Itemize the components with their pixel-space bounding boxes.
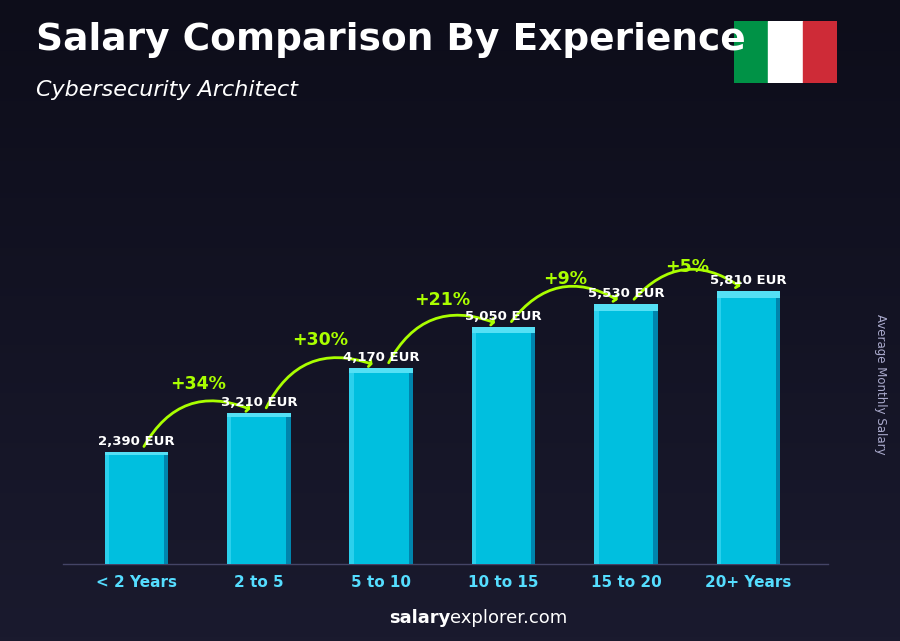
Bar	[472, 327, 536, 564]
Text: Average Monthly Salary: Average Monthly Salary	[874, 314, 886, 455]
Text: 4,170 EUR: 4,170 EUR	[343, 351, 419, 364]
Text: Salary Comparison By Experience: Salary Comparison By Experience	[36, 22, 746, 58]
Bar	[227, 413, 291, 564]
Text: +5%: +5%	[665, 258, 709, 276]
Bar	[594, 304, 598, 564]
Bar	[227, 413, 231, 564]
Text: 2,390 EUR: 2,390 EUR	[98, 435, 175, 448]
Bar	[716, 291, 780, 298]
Bar	[531, 327, 536, 564]
Bar	[104, 452, 168, 454]
Bar	[349, 368, 354, 564]
Bar	[104, 452, 168, 564]
Bar	[734, 21, 768, 83]
Bar	[716, 291, 780, 564]
Text: Cybersecurity Architect: Cybersecurity Architect	[36, 80, 298, 100]
Text: +34%: +34%	[170, 375, 226, 393]
Text: 5,810 EUR: 5,810 EUR	[710, 274, 787, 287]
Text: +9%: +9%	[543, 271, 587, 288]
Bar	[594, 304, 658, 564]
Bar	[472, 327, 536, 333]
Bar	[227, 413, 291, 417]
Bar	[768, 21, 803, 83]
Bar	[594, 304, 658, 311]
Text: +30%: +30%	[292, 331, 348, 349]
Text: explorer.com: explorer.com	[450, 609, 567, 627]
Text: +21%: +21%	[414, 292, 471, 310]
Bar	[104, 452, 109, 564]
Bar	[164, 452, 168, 564]
Bar	[472, 327, 476, 564]
Bar	[716, 291, 721, 564]
Text: 3,210 EUR: 3,210 EUR	[220, 396, 297, 410]
Bar	[409, 368, 413, 564]
Bar	[286, 413, 291, 564]
Text: 5,050 EUR: 5,050 EUR	[465, 310, 542, 323]
Bar	[653, 304, 658, 564]
Bar	[803, 21, 837, 83]
Text: 5,530 EUR: 5,530 EUR	[588, 287, 664, 301]
Text: salary: salary	[389, 609, 450, 627]
Bar	[776, 291, 780, 564]
Bar	[349, 368, 413, 373]
Bar	[349, 368, 413, 564]
